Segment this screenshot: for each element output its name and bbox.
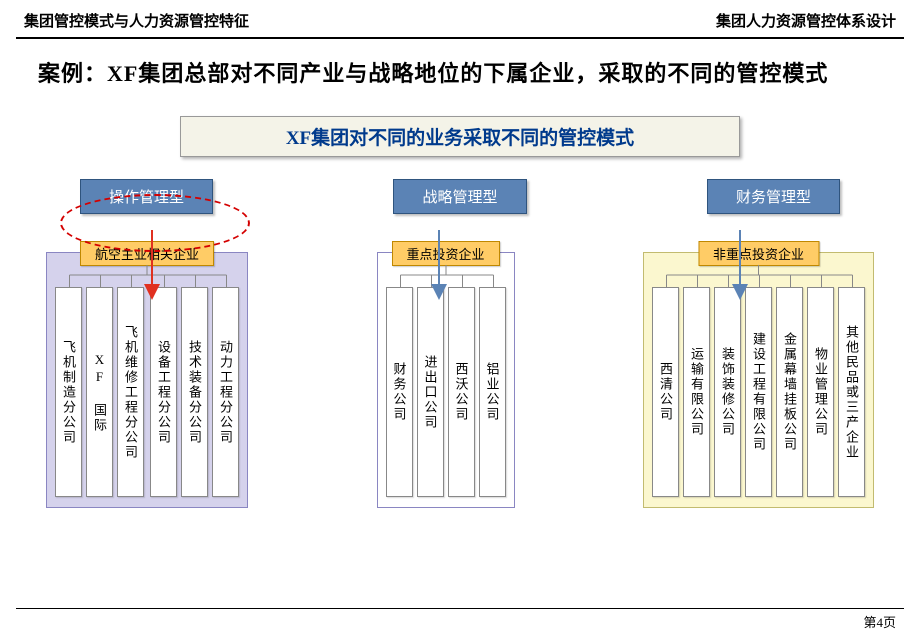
mode-row: 操作管理型 战略管理型 财务管理型 <box>0 179 920 214</box>
company-box: 物业管理公司 <box>807 287 834 497</box>
subgroup-0-0: 飞机制造分公司XF 国际飞机维修工程分公司 <box>55 287 144 497</box>
footer-rule <box>16 608 904 609</box>
group-2: 非重点投资企业西清公司运输有限公司装饰装修公司建设工程有限公司金属幕墙挂板公司物… <box>643 252 874 508</box>
company-box: 西清公司 <box>652 287 679 497</box>
group-1: 重点投资企业财务公司进出口公司西沃公司铝业公司 <box>377 252 515 508</box>
company-box: 装饰装修公司 <box>714 287 741 497</box>
company-box: 动力工程分公司 <box>212 287 239 497</box>
company-box: XF 国际 <box>86 287 113 497</box>
company-box: 铝业公司 <box>479 287 506 497</box>
mode-box-1: 战略管理型 <box>393 179 526 214</box>
company-box: 运输有限公司 <box>683 287 710 497</box>
mode-box-0: 操作管理型 <box>80 179 213 214</box>
company-box: 财务公司 <box>386 287 413 497</box>
company-box: 进出口公司 <box>417 287 444 497</box>
company-box: 技术装备分公司 <box>181 287 208 497</box>
company-box: 西沃公司 <box>448 287 475 497</box>
groups-row: 航空主业相关企业飞机制造分公司XF 国际飞机维修工程分公司设备工程分公司技术装备… <box>0 252 920 508</box>
header-left: 集团管控模式与人力资源管控特征 <box>24 10 249 31</box>
company-box: 飞机维修工程分公司 <box>117 287 144 497</box>
company-box: 设备工程分公司 <box>150 287 177 497</box>
header-right: 集团人力资源管控体系设计 <box>716 10 896 31</box>
subgroup-1-0: 财务公司进出口公司西沃公司铝业公司 <box>386 287 506 497</box>
company-box: 其他民品或三产企业 <box>838 287 865 497</box>
subgroup-0-1: 设备工程分公司技术装备分公司动力工程分公司 <box>150 287 239 497</box>
subgroup-2-0: 西清公司运输有限公司装饰装修公司建设工程有限公司金属幕墙挂板公司物业管理公司其他… <box>652 287 865 497</box>
page-number: 第4页 <box>863 612 896 631</box>
banner: XF集团对不同的业务采取不同的管控模式 <box>180 116 740 157</box>
company-box: 飞机制造分公司 <box>55 287 82 497</box>
slide-title: 案例：XF集团总部对不同产业与战略地位的下属企业，采取的不同的管控模式 <box>0 39 920 98</box>
group-0: 航空主业相关企业飞机制造分公司XF 国际飞机维修工程分公司设备工程分公司技术装备… <box>46 252 248 508</box>
company-box: 金属幕墙挂板公司 <box>776 287 803 497</box>
company-box: 建设工程有限公司 <box>745 287 772 497</box>
mode-box-2: 财务管理型 <box>707 179 840 214</box>
